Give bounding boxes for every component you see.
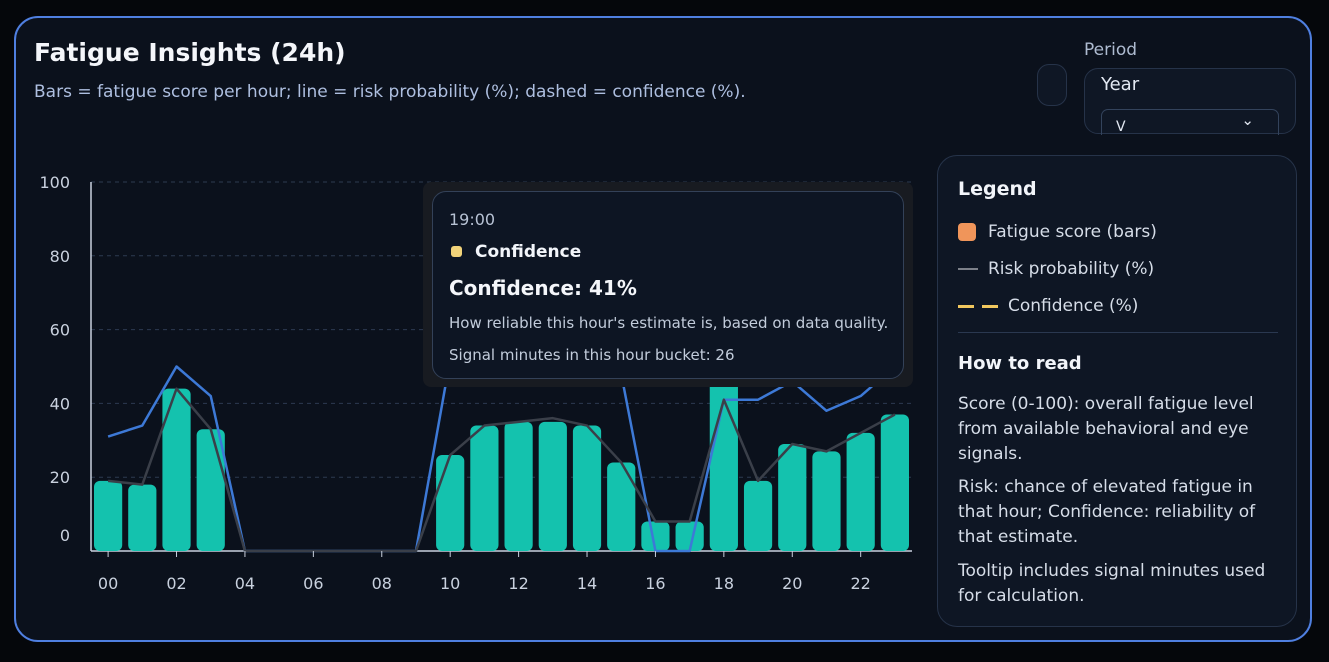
bar-16 <box>641 521 670 551</box>
dashed-line-swatch-icon <box>958 304 998 308</box>
bar-11 <box>470 425 499 551</box>
tooltip-value: Confidence: 41% <box>449 276 637 300</box>
x-tick-label: 06 <box>303 574 323 593</box>
period-label: Period <box>1084 40 1138 60</box>
bar-22 <box>846 432 875 551</box>
bar-01 <box>128 484 157 551</box>
how-to-read-title: How to read <box>958 353 1082 374</box>
bar-19 <box>743 480 773 551</box>
bar-10 <box>436 455 465 551</box>
legend-item-confidence: Confidence (%) <box>958 296 1138 316</box>
tooltip-signal-minutes: Signal minutes in this hour bucket: 26 <box>449 346 735 364</box>
legend-divider <box>958 332 1278 333</box>
bar-14 <box>572 425 602 551</box>
tooltip-series-swatch <box>451 246 462 257</box>
bar-00 <box>94 480 123 551</box>
x-tick-label: 16 <box>645 574 665 593</box>
x-tick-label: 22 <box>851 574 871 593</box>
bar-13 <box>538 421 567 551</box>
how-to-read-risk: Risk: chance of elevated fatigue in that… <box>958 477 1256 547</box>
legend-title: Legend <box>958 178 1037 200</box>
period-select[interactable]: V ⌄ <box>1101 109 1279 135</box>
x-tick-label: 04 <box>235 574 255 593</box>
x-tick-label: 12 <box>508 574 528 593</box>
y-tick-label: 0 <box>60 526 70 545</box>
x-tick-label: 18 <box>714 574 734 593</box>
x-tick-label: 20 <box>782 574 802 593</box>
bar-12 <box>504 421 533 551</box>
page-subtitle: Bars = fatigue score per hour; line = ri… <box>34 82 746 102</box>
tooltip-time: 19:00 <box>449 210 496 229</box>
bar-15 <box>607 462 636 551</box>
bar-23 <box>880 414 909 551</box>
chart-tooltip: 19:00 Confidence Confidence: 41% How rel… <box>423 182 913 387</box>
x-tick-label: 00 <box>98 574 118 593</box>
chevron-down-icon: ⌄ <box>1241 111 1254 129</box>
x-tick-label: 08 <box>372 574 392 593</box>
x-tick-label: 02 <box>166 574 186 593</box>
options-button[interactable] <box>1037 64 1067 106</box>
how-to-read-tooltip: Tooltip includes signal minutes used for… <box>958 561 1266 606</box>
y-tick-label: 20 <box>50 468 70 487</box>
legend-item-label: Risk probability (%) <box>988 259 1155 279</box>
y-tick-label: 60 <box>50 321 70 340</box>
tooltip-card: 19:00 Confidence Confidence: 41% How rel… <box>432 191 904 379</box>
fatigue-chart: 0 20 40 60 80 100 00 02 04 06 08 10 12 14 16 18 20 22 <box>39 173 912 593</box>
how-to-read-score: Score (0-100): overall fatigue level fro… <box>958 394 1254 464</box>
page-title: Fatigue Insights (24h) <box>34 38 346 67</box>
x-tick-label: 14 <box>577 574 597 593</box>
period-value: Year <box>1101 74 1140 95</box>
bar-03 <box>196 429 225 551</box>
period-dropdown[interactable]: Year V ⌄ <box>1084 68 1296 135</box>
y-tick-label: 100 <box>39 173 70 192</box>
tooltip-series-name: Confidence <box>475 242 582 262</box>
x-tick-label: 10 <box>440 574 460 593</box>
risk-line <box>107 387 896 553</box>
y-tick-label: 80 <box>50 247 70 266</box>
bar-swatch-icon <box>958 223 976 241</box>
legend-panel: Legend Fatigue score (bars) Risk probabi… <box>937 155 1297 627</box>
bar-02 <box>162 388 191 551</box>
legend-item-risk: Risk probability (%) <box>958 259 1154 279</box>
legend-item-label: Confidence (%) <box>1008 296 1139 316</box>
y-tick-label: 40 <box>50 394 70 413</box>
bar-17 <box>675 521 704 551</box>
legend-item-label: Fatigue score (bars) <box>988 222 1157 242</box>
period-select-peek: V <box>1116 119 1126 135</box>
bar-20 <box>778 443 807 551</box>
bar-21 <box>812 451 841 551</box>
legend-item-fatigue-score: Fatigue score (bars) <box>958 222 1157 242</box>
line-swatch-icon <box>958 268 978 270</box>
tooltip-description: How reliable this hour's estimate is, ba… <box>449 314 889 332</box>
